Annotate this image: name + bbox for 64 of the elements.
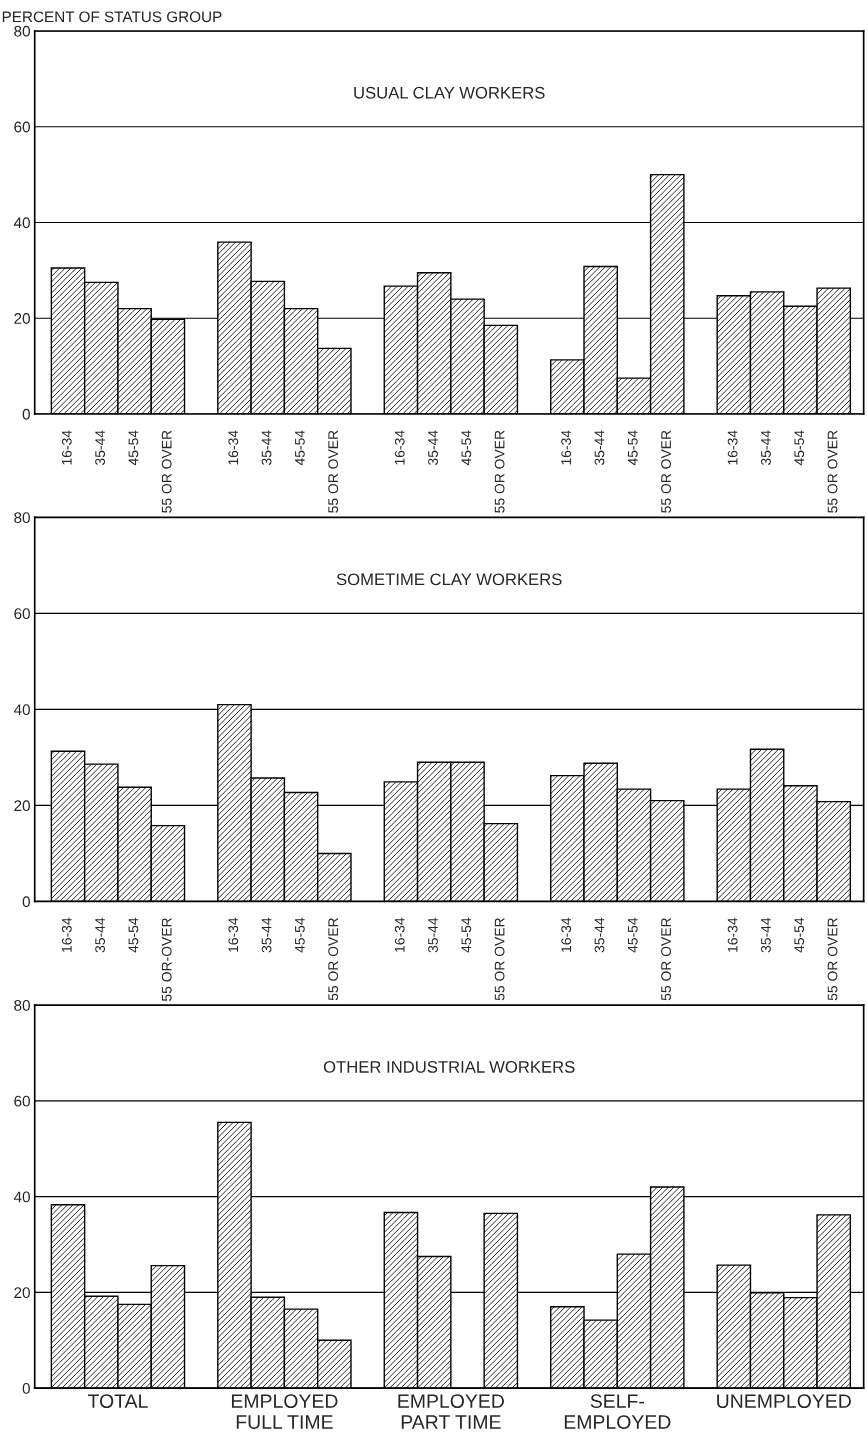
x-tick-label: 35-44 bbox=[95, 430, 106, 465]
x-tick-label: 16-34 bbox=[228, 430, 239, 465]
x-tick-label: 45-54 bbox=[295, 917, 305, 953]
y-tick-label: 20 bbox=[14, 800, 30, 812]
x-tick-label: 45-54 bbox=[794, 430, 805, 466]
y-tick-label: 40 bbox=[13, 217, 30, 229]
x-tick-label: 55 OR-OVER bbox=[161, 918, 172, 1001]
x-tick-label: 16-34 bbox=[228, 917, 239, 952]
x-tick-label: 35-44 bbox=[261, 917, 272, 953]
y-tick-label: 60 bbox=[14, 1095, 30, 1107]
x-tick-label: 35-44 bbox=[594, 917, 605, 953]
x-tick-label: 35-44 bbox=[594, 430, 605, 465]
x-tick-label: SELF- EMPLOYED bbox=[564, 1394, 671, 1429]
x-tick-label: 45-54 bbox=[794, 917, 805, 953]
y-tick-label: 20 bbox=[14, 1287, 30, 1299]
x-tick-label: 16-34 bbox=[61, 917, 72, 952]
x-tick-label: 45-54 bbox=[461, 430, 472, 466]
x-tick-label: 55 OR OVER bbox=[328, 430, 339, 513]
x-tick-label: 45-54 bbox=[627, 430, 638, 466]
x-tick-label: 55 OR OVER bbox=[661, 430, 671, 513]
x-tick-label: 16-34 bbox=[394, 430, 405, 465]
x-tick-label: 35-44 bbox=[428, 430, 438, 465]
x-tick-label: 35-44 bbox=[761, 430, 771, 465]
x-tick-label: 16-34 bbox=[561, 917, 572, 952]
x-tick-label: 55 OR OVER bbox=[661, 918, 671, 1001]
x-tick-label: 55 OR OVER bbox=[328, 918, 339, 1001]
x-tick-label: 45-54 bbox=[627, 917, 638, 953]
text: OTHER INDUSTRIAL WORKERS bbox=[323, 1060, 575, 1073]
x-tick-label: 45-54 bbox=[128, 430, 139, 466]
x-tick-label: 16-34 bbox=[727, 430, 738, 465]
x-tick-label: EMPLOYED FULL TIME bbox=[231, 1394, 338, 1429]
x-tick-label: 55 OR OVER bbox=[494, 430, 505, 513]
y-tick-label: 40 bbox=[13, 1191, 30, 1203]
x-tick-label: 45-54 bbox=[128, 917, 139, 953]
x-tick-label: 16-34 bbox=[727, 917, 738, 952]
y-tick-label: 80 bbox=[14, 25, 30, 37]
x-tick-label: 45-54 bbox=[461, 917, 472, 953]
y-tick-label: 60 bbox=[14, 608, 30, 620]
x-tick-label: 16-34 bbox=[394, 917, 405, 952]
text: USUAL CLAY WORKERS bbox=[354, 86, 545, 99]
y-tick-label: 80 bbox=[14, 512, 30, 524]
text: SOMETIME CLAY WORKERS bbox=[336, 573, 562, 586]
y-tick-label: 0 bbox=[22, 1383, 30, 1394]
y-tick-label: 40 bbox=[13, 704, 30, 716]
x-tick-label: 55 OR OVER bbox=[494, 918, 505, 1001]
y-tick-label: 20 bbox=[14, 313, 30, 324]
x-tick-label: 35-44 bbox=[95, 917, 106, 953]
x-tick-label: 35-44 bbox=[761, 917, 771, 953]
x-tick-label: 16-34 bbox=[61, 430, 72, 465]
y-tick-label: 0 bbox=[22, 896, 30, 908]
y-tick-label: 60 bbox=[14, 121, 30, 133]
x-tick-label: 45-54 bbox=[295, 430, 305, 466]
x-tick-label: 55 OR OVER bbox=[161, 430, 172, 513]
y-axis-title: PERCENT OF STATUS GROUP bbox=[2, 11, 222, 23]
x-tick-label: 16-34 bbox=[561, 430, 572, 465]
x-tick-label: TOTAL bbox=[87, 1394, 148, 1408]
y-tick-label: 0 bbox=[22, 408, 30, 420]
x-tick-label: UNEMPLOYED bbox=[717, 1394, 851, 1408]
x-tick-label: 35-44 bbox=[428, 917, 438, 953]
x-tick-label: 55 OR OVER bbox=[827, 430, 838, 513]
y-tick-label: 80 bbox=[14, 999, 30, 1011]
x-tick-label: EMPLOYED PART TIME bbox=[398, 1394, 504, 1429]
x-tick-label: 35-44 bbox=[261, 430, 272, 465]
x-tick-label: 55 OR OVER bbox=[827, 918, 838, 1001]
